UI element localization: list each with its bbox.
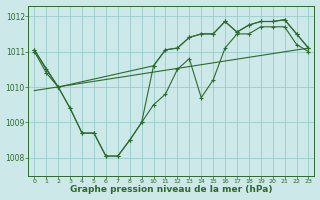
X-axis label: Graphe pression niveau de la mer (hPa): Graphe pression niveau de la mer (hPa) <box>70 185 273 194</box>
